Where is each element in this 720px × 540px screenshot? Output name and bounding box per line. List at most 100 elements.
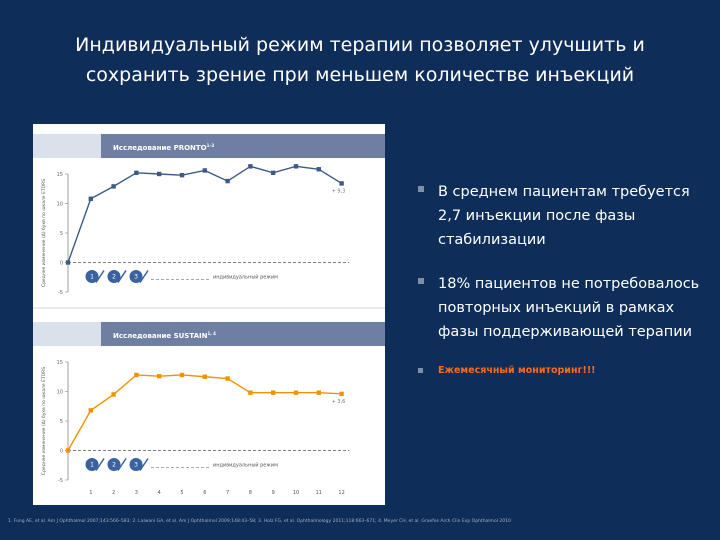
series-line [67, 374, 342, 451]
x-tick-label: 9 [272, 490, 275, 496]
bullet-square-icon [418, 278, 424, 284]
y-tick-label: 15 [57, 172, 63, 178]
injection-marker-label: 3 [134, 274, 138, 281]
x-tick-label: 8 [249, 490, 252, 496]
data-point [179, 172, 185, 178]
x-tick-label: 5 [180, 490, 183, 496]
panel-header-left [33, 322, 101, 346]
x-tick-label: 11 [316, 490, 322, 496]
data-point [225, 376, 230, 381]
bullet-item-2: 18% пациентов не потребовалось повторных… [418, 272, 703, 344]
syringe-icon [117, 458, 127, 471]
x-tick-label: 2 [112, 490, 115, 496]
y-tick-label: 0 [60, 449, 63, 455]
data-point [157, 373, 162, 379]
data-point [339, 181, 344, 186]
bullet-list: В среднем пациентам требуется 2,7 инъекц… [418, 180, 703, 398]
end-value-label: + 3,6 [332, 399, 346, 405]
slide-title: Индивидуальный режим терапии позволяет у… [20, 30, 700, 90]
x-tick-label: 12 [338, 490, 344, 496]
injection-marker-label: 1 [90, 462, 94, 469]
data-point [134, 372, 139, 378]
data-point [271, 170, 276, 176]
injection-marker-icon [128, 457, 144, 472]
bullet-square-icon [418, 368, 423, 373]
data-point [271, 390, 276, 395]
injection-marker-label: 3 [134, 462, 138, 469]
data-point [248, 390, 253, 395]
injection-marker-label: 2 [112, 274, 116, 281]
charts-figure: Исследование PRONTO1–3 -5 0 5 10 15 Среднее из… [33, 124, 385, 505]
bullet-item-3: Ежемесячный мониторинг!!! [418, 364, 703, 378]
title-line-1: Индивидуальный режим терапии позволяет у… [75, 34, 645, 56]
data-point [65, 260, 71, 265]
data-point [339, 391, 344, 397]
bullet-item-1: В среднем пациентам требуется 2,7 инъекц… [418, 180, 703, 252]
legend-label: индивидуальный режим [213, 274, 278, 281]
bullet-text-orange: Ежемесячный мониторинг!!! [438, 365, 596, 376]
data-point [111, 184, 116, 189]
data-point [88, 196, 93, 201]
x-tick-label: 3 [135, 490, 138, 496]
injection-marker-icon [106, 269, 122, 284]
data-point [65, 448, 71, 453]
series-line [67, 165, 342, 263]
end-value-label: + 9,3 [332, 188, 346, 194]
y-tick-label: 10 [57, 390, 63, 396]
syringe-icon [139, 270, 149, 283]
y-tick-label: -5 [58, 478, 63, 484]
data-point [225, 178, 230, 184]
data-point [293, 390, 299, 395]
bullet-text: 18% пациентов не потребовалось повторных… [438, 276, 700, 340]
data-point [248, 164, 253, 169]
data-point [134, 170, 139, 176]
injection-marker-label: 1 [90, 274, 94, 281]
data-point [316, 167, 321, 172]
injection-marker-icon [128, 269, 144, 284]
x-tick-label: 7 [226, 490, 229, 496]
syringe-icon [139, 458, 149, 471]
y-tick-label: 15 [57, 360, 63, 366]
y-tick-label: 5 [60, 231, 63, 237]
chart-title-sup: 1–3 [207, 143, 215, 148]
syringe-icon [117, 270, 127, 283]
y-tick-label: -5 [58, 290, 63, 296]
bullet-square-icon [418, 186, 424, 192]
y-axis-label: Среднее изменение (Δ) букв по шкале ETDR… [41, 179, 47, 287]
injection-marker-icon [84, 269, 100, 284]
data-point [88, 408, 93, 413]
panel-header [101, 322, 385, 346]
legend-label: индивидуальный режим [213, 462, 278, 469]
bullet-text: В среднем пациентам требуется 2,7 инъекц… [438, 184, 690, 248]
chart-title: Исследование SUSTAIN1, 4 [113, 331, 216, 340]
x-tick-label: 10 [293, 490, 299, 496]
x-tick-label: 4 [158, 490, 161, 496]
data-point [111, 392, 116, 397]
y-tick-label: 0 [60, 261, 63, 267]
y-axis-label: Среднее изменение (Δ) букв по шкале ETDR… [41, 367, 47, 475]
panel-header-left [33, 134, 101, 158]
injection-marker-icon [106, 457, 122, 472]
chart-title: Исследование PRONTO1–3 [113, 143, 214, 152]
y-tick-label: 5 [60, 419, 63, 425]
title-line-2: сохранить зрение при меньшем количестве … [85, 64, 635, 86]
data-point [157, 171, 162, 177]
panel-header [101, 134, 385, 158]
chart-panel-2: Исследование SUSTAIN1, 4-5051015Среднее … [33, 322, 385, 496]
footnote: 1. Fung AE, et al. Am J Ophthalmol 2007;… [8, 519, 511, 524]
injection-marker-label: 2 [112, 462, 116, 469]
data-point [179, 372, 185, 378]
y-tick-label: 10 [57, 202, 63, 208]
x-tick-label: 6 [203, 490, 206, 496]
syringe-icon [95, 270, 105, 283]
data-point [202, 374, 207, 379]
data-point [293, 164, 299, 169]
chart-panel-1: Исследование PRONTO1–3 -5 0 5 10 15 Среднее из… [33, 134, 385, 296]
x-tick-label: 1 [89, 490, 92, 496]
injection-marker-icon [84, 457, 100, 472]
data-point [202, 168, 207, 173]
syringe-icon [95, 458, 105, 471]
chart-title-sup: 1, 4 [207, 331, 216, 336]
data-point [316, 390, 321, 395]
